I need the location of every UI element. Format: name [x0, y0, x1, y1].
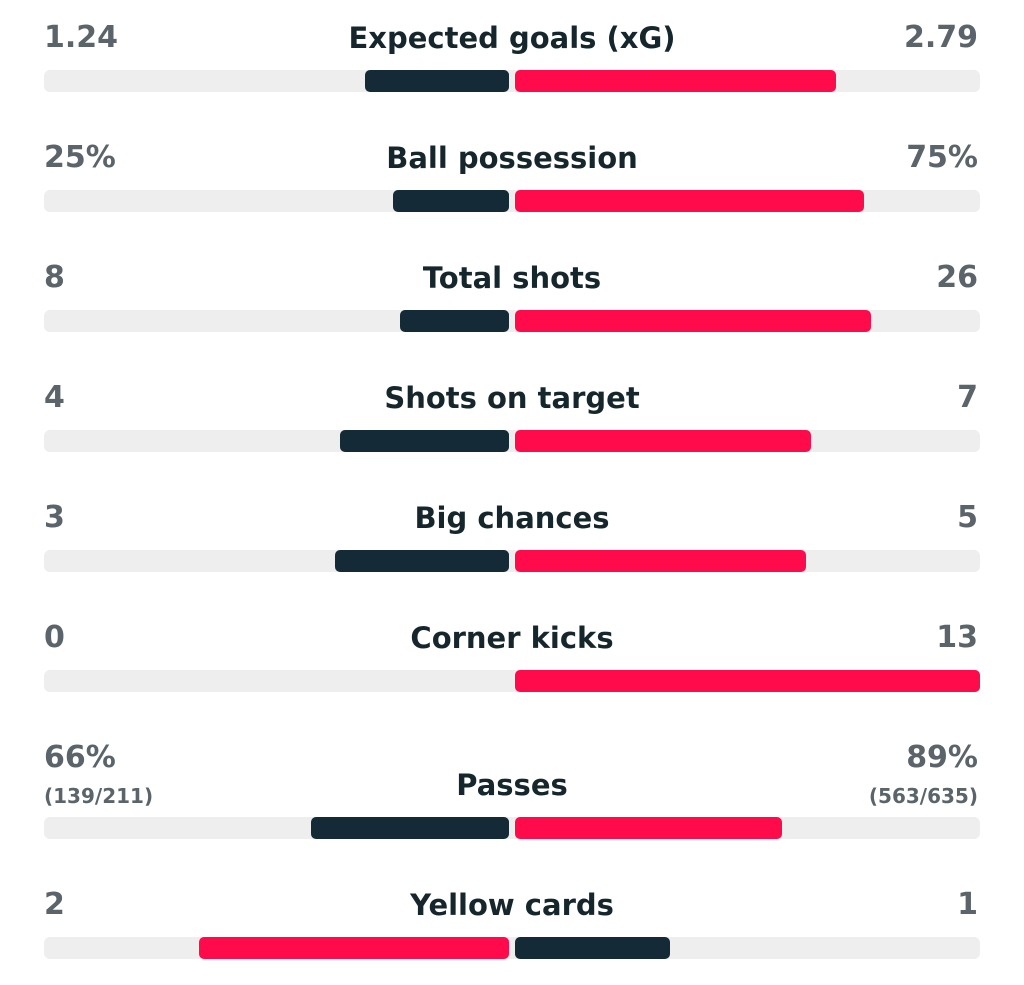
away-bar: [515, 817, 782, 839]
comparison-bar-track: [44, 430, 980, 452]
comparison-bar-track: [44, 817, 980, 839]
home-bar: [365, 70, 509, 92]
stat-label: Big chances: [414, 501, 610, 535]
away-bar: [515, 430, 811, 452]
home-bar: [311, 817, 509, 839]
stat-label: Total shots: [422, 261, 602, 295]
away-sub-value: (563/635): [868, 784, 978, 808]
away-value: 1: [957, 887, 978, 922]
away-bar: [515, 310, 871, 332]
home-bar: [199, 937, 509, 959]
home-value: 2: [44, 887, 65, 922]
stat-row-expected-goals: 1.24 Expected goals (xG) 2.79: [0, 20, 1024, 100]
away-bar: [515, 550, 806, 572]
home-value: 1.24: [44, 20, 119, 55]
home-bar: [335, 550, 509, 572]
stat-label: Corner kicks: [410, 621, 614, 655]
away-value: 2.79: [903, 20, 978, 55]
away-bar: [515, 190, 864, 212]
away-value: 89%: [906, 740, 978, 775]
home-sub-value: (139/211): [44, 784, 154, 808]
stat-row-yellow-cards: 2 Yellow cards 1: [0, 887, 1024, 967]
stat-row-total-shots: 8 Total shots 26: [0, 260, 1024, 340]
comparison-bar-track: [44, 937, 980, 959]
away-value: 75%: [906, 140, 978, 175]
stat-row-corner-kicks: 0 Corner kicks 13: [0, 620, 1024, 700]
home-value: 4: [44, 380, 65, 415]
home-bar: [393, 190, 509, 212]
stat-row-shots-on-target: 4 Shots on target 7: [0, 380, 1024, 460]
home-value: 66%: [44, 740, 116, 775]
comparison-bar-track: [44, 670, 980, 692]
stat-row-passes: 66% (139/211) Passes 89% (563/635): [0, 740, 1024, 840]
home-bar: [340, 430, 509, 452]
home-value: 25%: [44, 140, 116, 175]
away-bar: [515, 70, 836, 92]
comparison-bar-track: [44, 190, 980, 212]
comparison-bar-track: [44, 550, 980, 572]
stat-label: Shots on target: [384, 381, 640, 415]
away-bar: [515, 670, 980, 692]
home-value: 3: [44, 500, 65, 535]
away-value: 26: [936, 260, 978, 295]
stat-label: Expected goals (xG): [348, 21, 676, 55]
away-value: 13: [936, 620, 978, 655]
away-value: 5: [957, 500, 978, 535]
stat-row-ball-possession: 25% Ball possession 75%: [0, 140, 1024, 220]
away-bar: [515, 937, 670, 959]
stat-label: Passes: [456, 768, 568, 802]
home-value: 0: [44, 620, 65, 655]
away-value: 7: [957, 380, 978, 415]
home-value: 8: [44, 260, 65, 295]
comparison-bar-track: [44, 70, 980, 92]
stat-row-big-chances: 3 Big chances 5: [0, 500, 1024, 580]
stat-label: Yellow cards: [410, 888, 614, 922]
stat-label: Ball possession: [386, 141, 638, 175]
home-bar: [400, 310, 509, 332]
comparison-bar-track: [44, 310, 980, 332]
